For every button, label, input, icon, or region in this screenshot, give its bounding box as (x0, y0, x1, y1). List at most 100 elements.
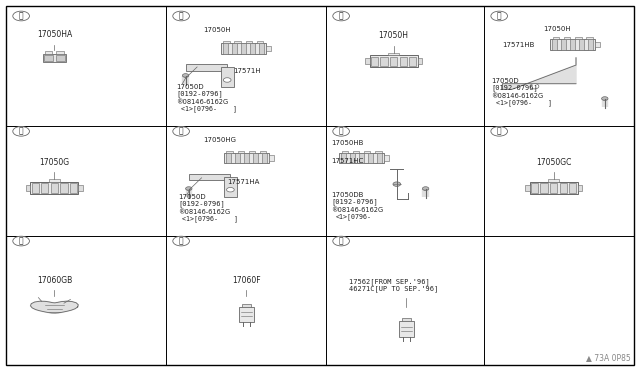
Bar (41, 183, 49, 193)
Bar (224, 153, 269, 163)
Bar (186, 64, 227, 71)
Text: 17571HA: 17571HA (227, 179, 260, 185)
Bar (364, 151, 371, 153)
Text: ⓐ: ⓐ (19, 12, 24, 20)
Text: [0192-0796]: [0192-0796] (176, 91, 223, 97)
Bar (26, 185, 31, 191)
Bar (56, 51, 64, 54)
Bar (353, 151, 359, 153)
Text: ⓑ: ⓑ (179, 12, 184, 20)
Bar (402, 318, 411, 321)
Text: [0192-0796]: [0192-0796] (492, 84, 538, 91)
Circle shape (182, 74, 189, 77)
Bar (189, 174, 230, 180)
Bar (56, 55, 65, 61)
Bar (375, 151, 381, 153)
Bar (570, 39, 575, 50)
Text: 17571HC: 17571HC (332, 158, 364, 164)
Circle shape (333, 11, 349, 21)
Bar (241, 43, 246, 54)
Bar (249, 151, 255, 153)
Bar (246, 41, 252, 43)
Bar (586, 37, 593, 39)
Bar (269, 155, 274, 161)
Bar (380, 57, 388, 66)
Circle shape (422, 187, 429, 190)
Circle shape (602, 97, 608, 100)
Text: 17050D: 17050D (492, 78, 519, 84)
Polygon shape (31, 301, 78, 313)
Text: ®08146-6162G: ®08146-6162G (176, 99, 228, 105)
Bar (244, 153, 249, 163)
Text: 17050D: 17050D (176, 84, 204, 90)
Bar (32, 183, 39, 193)
Bar (341, 153, 346, 163)
Text: 17050HB: 17050HB (332, 140, 364, 146)
Bar (540, 183, 548, 193)
Bar (552, 39, 557, 50)
Bar (550, 39, 595, 50)
Text: <1>[0796-    ]: <1>[0796- ] (182, 215, 238, 222)
Text: ⓗ: ⓗ (497, 127, 502, 136)
Text: 17050D: 17050D (178, 194, 205, 200)
Text: ⓓ: ⓓ (497, 12, 502, 20)
Text: 17060GB: 17060GB (36, 276, 72, 285)
Bar (242, 304, 251, 307)
Circle shape (173, 236, 189, 246)
Text: 17050DB: 17050DB (332, 192, 364, 198)
Text: ®08146-6162G: ®08146-6162G (492, 93, 543, 99)
Bar (49, 179, 60, 182)
Text: ⓚ: ⓚ (339, 237, 344, 246)
Text: 17050H: 17050H (543, 26, 570, 32)
Text: 17571HB: 17571HB (502, 42, 535, 48)
Circle shape (393, 182, 401, 186)
Text: <1>[0796-: <1>[0796- (336, 214, 372, 220)
Bar (399, 321, 414, 337)
Bar (51, 183, 58, 193)
Text: 17050H: 17050H (379, 31, 408, 40)
Text: ⓖ: ⓖ (339, 127, 344, 136)
Circle shape (333, 126, 349, 136)
Bar (257, 41, 263, 43)
Bar (342, 151, 348, 153)
Bar (226, 153, 231, 163)
Bar (223, 43, 228, 54)
Text: ®08146-6162G: ®08146-6162G (332, 207, 383, 213)
Bar (400, 57, 407, 66)
Bar (384, 155, 389, 161)
Bar (410, 57, 417, 66)
Bar (61, 183, 68, 193)
Bar (70, 183, 77, 193)
Circle shape (186, 187, 192, 190)
Bar (377, 153, 382, 163)
Bar (31, 182, 78, 194)
Text: 17571H: 17571H (234, 68, 261, 74)
Bar (239, 307, 254, 322)
Bar (227, 151, 233, 153)
Bar (595, 42, 600, 47)
Bar (250, 43, 255, 54)
Bar (223, 41, 230, 43)
Text: 17050H: 17050H (204, 28, 231, 33)
Bar (365, 58, 370, 64)
Text: <1>[0796-    ]: <1>[0796- ] (496, 99, 552, 106)
Bar (548, 179, 559, 182)
Bar (371, 57, 378, 66)
Text: 17562[FROM SEP.'96]: 17562[FROM SEP.'96] (349, 278, 429, 285)
Bar (531, 183, 538, 193)
Text: ⓒ: ⓒ (339, 12, 344, 20)
Bar (262, 153, 267, 163)
Bar (561, 39, 566, 50)
Text: ▲ 73A 0P85: ▲ 73A 0P85 (586, 353, 630, 362)
Circle shape (491, 11, 508, 21)
Circle shape (227, 187, 234, 192)
Text: 17050G: 17050G (39, 158, 70, 167)
Bar (550, 183, 557, 193)
Bar (359, 153, 364, 163)
Circle shape (491, 126, 508, 136)
Bar (525, 185, 530, 191)
Circle shape (13, 236, 29, 246)
Text: <1>[0796-    ]: <1>[0796- ] (181, 106, 237, 112)
Bar (350, 153, 355, 163)
Text: ⓔ: ⓔ (19, 127, 24, 136)
